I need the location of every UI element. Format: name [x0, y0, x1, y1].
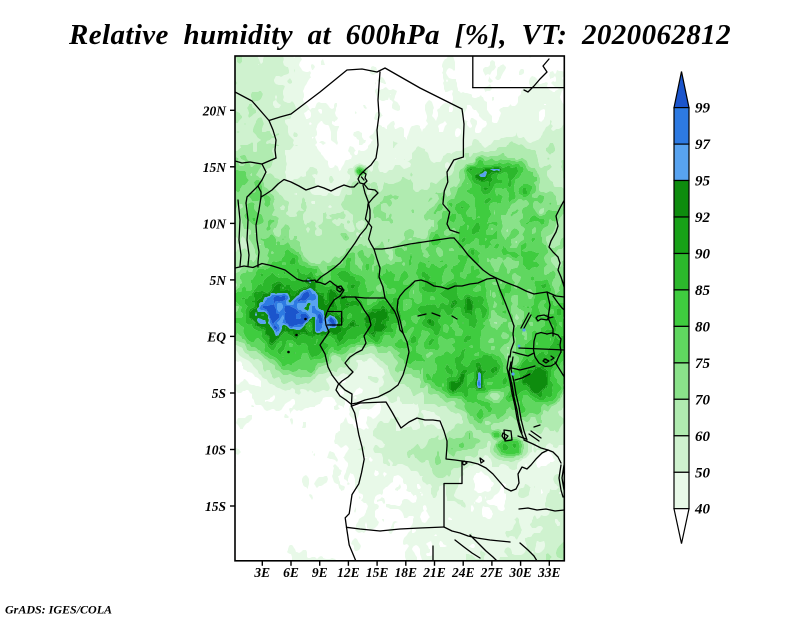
svg-text:5N: 5N	[210, 273, 228, 288]
svg-text:18E: 18E	[395, 565, 418, 580]
svg-text:5S: 5S	[212, 386, 226, 401]
svg-text:85: 85	[695, 283, 711, 299]
svg-text:12E: 12E	[337, 565, 360, 580]
svg-text:6E: 6E	[283, 565, 299, 580]
svg-text:GrADS: IGES/COLA: GrADS: IGES/COLA	[5, 603, 112, 617]
svg-text:15N: 15N	[203, 160, 228, 175]
svg-text:75: 75	[695, 356, 711, 372]
svg-text:95: 95	[695, 174, 711, 190]
svg-text:10S: 10S	[205, 443, 226, 458]
svg-text:50: 50	[695, 465, 711, 481]
svg-text:80: 80	[695, 319, 711, 335]
svg-text:40: 40	[694, 502, 711, 518]
svg-text:15E: 15E	[366, 565, 389, 580]
svg-text:90: 90	[695, 247, 711, 263]
svg-text:33E: 33E	[537, 565, 561, 580]
svg-text:3E: 3E	[253, 565, 270, 580]
svg-text:92: 92	[695, 210, 711, 226]
svg-text:27E: 27E	[480, 565, 504, 580]
svg-text:60: 60	[695, 429, 711, 445]
svg-text:EQ: EQ	[206, 329, 226, 344]
svg-text:30E: 30E	[508, 565, 532, 580]
svg-text:9E: 9E	[312, 565, 328, 580]
svg-text:20N: 20N	[202, 103, 228, 118]
svg-text:15S: 15S	[205, 499, 226, 514]
svg-text:97: 97	[695, 137, 711, 153]
svg-text:21E: 21E	[422, 565, 446, 580]
svg-text:10N: 10N	[203, 216, 228, 231]
svg-text:24E: 24E	[451, 565, 475, 580]
svg-text:99: 99	[695, 101, 711, 117]
svg-text:Relative humidity at 600hPa [%: Relative humidity at 600hPa [%], VT: 202…	[68, 19, 731, 51]
svg-text:70: 70	[695, 392, 711, 408]
